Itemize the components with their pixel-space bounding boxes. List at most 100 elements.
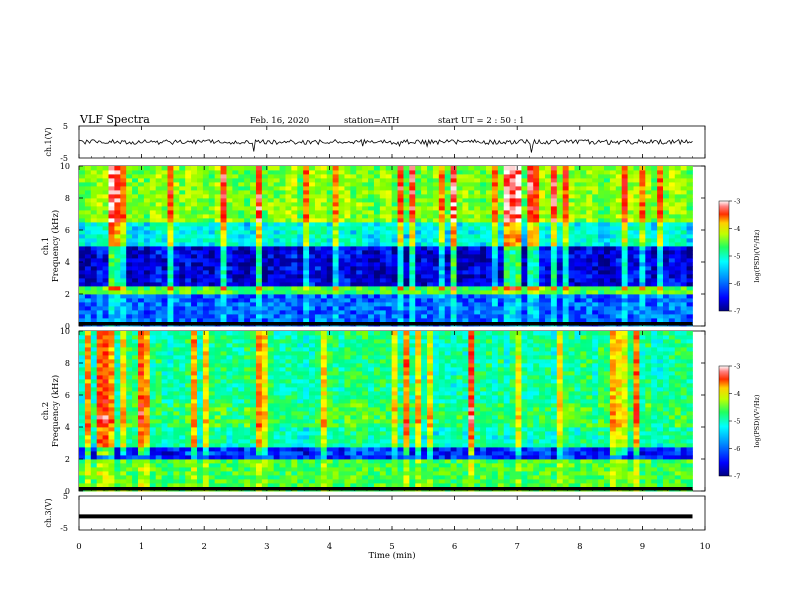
spectrogram-cell bbox=[521, 198, 528, 203]
spectrogram-cell bbox=[621, 210, 628, 215]
spectrogram-cell bbox=[621, 274, 628, 279]
spectrogram-cell bbox=[674, 230, 682, 235]
spectrogram-cell bbox=[344, 246, 351, 251]
spectrogram-cell bbox=[84, 290, 92, 295]
spectrogram-cell bbox=[314, 250, 322, 255]
spectrogram-cell bbox=[350, 178, 357, 183]
spectrogram-cell bbox=[226, 230, 233, 235]
spectrogram-cell bbox=[657, 246, 664, 251]
spectrogram-cell bbox=[391, 234, 398, 239]
spectrogram-cell bbox=[421, 459, 428, 464]
spectrogram-cell bbox=[344, 206, 351, 211]
spectrogram-cell bbox=[427, 218, 434, 223]
spectrogram-cell bbox=[474, 467, 481, 472]
spectrogram-cell bbox=[320, 238, 328, 243]
spectrogram-cell bbox=[509, 254, 516, 259]
spectrogram-cell bbox=[568, 278, 575, 283]
spectrogram-cell bbox=[503, 238, 511, 243]
spectrogram-cell bbox=[586, 270, 593, 275]
spectrogram-cell bbox=[615, 467, 623, 472]
spectrogram-cell bbox=[244, 218, 251, 223]
spectrogram-cell bbox=[545, 246, 552, 251]
spectrogram-cell bbox=[674, 467, 682, 472]
spectrogram-cell bbox=[550, 218, 558, 223]
spectrogram-cell bbox=[368, 286, 375, 291]
spectrogram-cell bbox=[279, 302, 286, 307]
spectrogram-cell bbox=[432, 475, 440, 480]
spectrogram-cell bbox=[450, 306, 457, 311]
spectrogram-cell bbox=[196, 238, 204, 243]
spectrogram-cell bbox=[444, 194, 452, 199]
spectrogram-cell bbox=[191, 170, 198, 175]
spectrogram-cell bbox=[450, 186, 457, 191]
spectrogram-cell bbox=[415, 310, 422, 315]
spectrogram-cell bbox=[179, 210, 186, 215]
spectrogram-cell bbox=[368, 258, 375, 263]
spectrogram-cell bbox=[550, 214, 558, 219]
spectrogram-cell bbox=[574, 226, 581, 231]
spectrogram-cell bbox=[533, 246, 540, 251]
spectrogram-cell bbox=[462, 246, 469, 251]
spectrogram-cell bbox=[580, 182, 587, 187]
spectrogram-cell bbox=[545, 166, 552, 171]
spectrogram-cell bbox=[179, 258, 186, 263]
spectrogram-cell bbox=[668, 270, 676, 275]
spectrogram-cell bbox=[533, 202, 540, 207]
spectrogram-cell bbox=[444, 459, 452, 464]
spectrogram-cell bbox=[267, 242, 275, 247]
spectrogram-cell bbox=[503, 242, 511, 247]
spectrogram-cell bbox=[373, 178, 381, 183]
spectrogram-cell bbox=[173, 483, 180, 488]
spectrogram-cell bbox=[279, 230, 286, 235]
spectrogram-cell bbox=[421, 479, 428, 484]
spectrogram-cell bbox=[126, 222, 133, 227]
spectrogram-cell bbox=[550, 190, 558, 195]
spectrogram-cell bbox=[533, 178, 540, 183]
spectrogram-cell bbox=[79, 294, 86, 299]
spectrogram-cell bbox=[108, 234, 115, 239]
spectrogram-cell bbox=[379, 286, 387, 291]
spectrogram-cell bbox=[639, 266, 646, 271]
spectrogram-cell bbox=[155, 294, 162, 299]
spectrogram-cell bbox=[167, 475, 174, 480]
spectrogram-cell bbox=[84, 310, 92, 315]
frequency-tick-label: 6 bbox=[65, 226, 70, 235]
spectrogram-cell bbox=[491, 182, 499, 187]
spectrogram-cell bbox=[338, 186, 345, 191]
spectrogram-cell bbox=[674, 206, 682, 211]
spectrogram-cell bbox=[556, 250, 564, 255]
spectrogram-cell bbox=[291, 286, 298, 291]
spectrogram-cell bbox=[409, 182, 416, 187]
spectrogram-cell bbox=[84, 246, 92, 251]
spectrogram-cell bbox=[674, 214, 682, 219]
spectrogram-cell bbox=[332, 218, 339, 223]
spectrogram-cell bbox=[90, 467, 98, 472]
spectrogram-cell bbox=[273, 475, 280, 480]
spectrogram-cell bbox=[297, 290, 304, 295]
spectrogram-cell bbox=[226, 258, 233, 263]
spectrogram-cell bbox=[556, 266, 564, 271]
spectrogram-cell bbox=[250, 290, 257, 295]
spectrogram-cell bbox=[368, 479, 375, 484]
spectrogram-cell bbox=[497, 218, 505, 223]
spectrogram-cell bbox=[432, 302, 440, 307]
spectrogram-cell bbox=[533, 194, 540, 199]
spectrogram-cell bbox=[609, 210, 617, 215]
spectrogram-cell bbox=[185, 206, 192, 211]
spectrogram-cell bbox=[291, 166, 298, 171]
spectrogram-cell bbox=[662, 258, 670, 263]
spectrogram-cell bbox=[279, 234, 286, 239]
spectrogram-cell bbox=[651, 218, 658, 223]
spectrogram-cell bbox=[167, 194, 174, 199]
spectrogram-cell bbox=[303, 182, 310, 187]
spectrogram-cell bbox=[244, 262, 251, 267]
spectrogram-cell bbox=[539, 306, 546, 311]
spectrogram-cell bbox=[173, 226, 180, 231]
spectrogram-cell bbox=[196, 302, 204, 307]
spectrogram-cell bbox=[568, 170, 575, 175]
spectrogram-cell bbox=[604, 278, 611, 283]
spectrogram-cell bbox=[309, 202, 316, 207]
spectrogram-cell bbox=[279, 479, 286, 484]
spectrogram-cell bbox=[521, 226, 528, 231]
spectrogram-cell bbox=[568, 306, 575, 311]
